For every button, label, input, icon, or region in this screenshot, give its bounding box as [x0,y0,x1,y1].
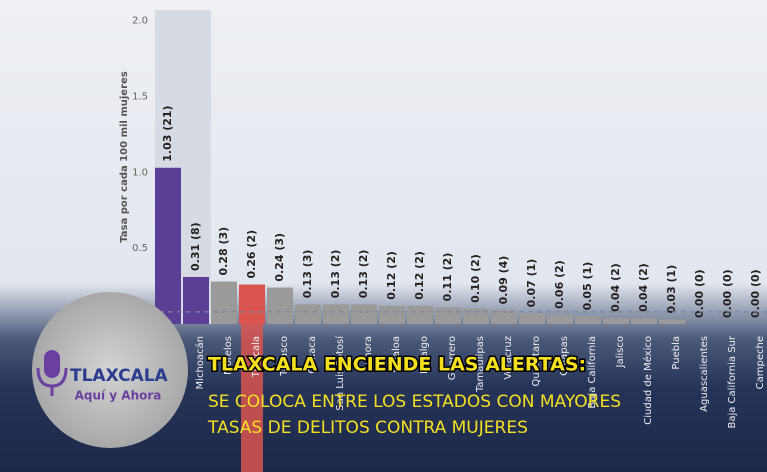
x-tick-label: Tlaxcala [251,336,262,378]
logo-name: TLAXCALA [70,366,169,386]
value-label: 0.31 (8) [189,222,202,271]
value-label: 0.26 (2) [245,230,258,279]
bar [351,304,377,324]
bar [435,307,461,324]
value-label: 0.13 (3) [301,250,314,299]
bar [267,287,293,324]
value-label: 0.06 (2) [553,260,566,309]
highlight-column [241,324,263,472]
value-label: 0.24 (3) [273,233,286,282]
value-label: 0.12 (2) [385,251,398,300]
x-tick-label: Baja California [587,336,598,409]
bar [603,317,629,324]
x-tick-label: Tabasco [279,336,290,377]
x-tick-label: Campeche [755,336,766,389]
x-tick-label: Aguascalientes [699,336,710,412]
x-tick-label: Veracruz [503,336,514,380]
x-tick-label: San Luis Potosí [334,335,346,411]
value-label: 0.12 (2) [413,251,426,300]
x-tick-label: Michoacán [194,336,206,389]
value-label: 0.13 (2) [357,250,370,299]
value-label: 0.04 (2) [637,263,650,312]
x-tick-label: Hidalgo [419,336,430,374]
x-tick-label: Tamaulipas [475,336,486,393]
y-tick-label: 2.0 [132,16,148,27]
y-tick-label: 0.5 [132,243,148,254]
bar [295,304,321,324]
bar [379,305,405,324]
bar [323,304,349,324]
value-label: 0.11 (2) [441,253,454,302]
x-tick-label: Morelos [223,336,234,375]
bar [155,167,181,324]
x-tick-label: Puebla [671,336,682,370]
value-label: 0.10 (2) [469,254,482,303]
x-tick-label: Sonora [363,336,374,371]
logo-circle [32,292,188,448]
value-label: 0.03 (1) [665,265,678,314]
y-axis-label: Tasa por cada 100 mil mujeres [119,71,130,243]
y-tick-label: 1.5 [132,91,148,102]
x-tick-label: Baja California Sur [727,335,738,428]
value-label: 0.07 (1) [525,259,538,308]
headline: TLAXCALA ENCIENDE LAS ALERTAS: [208,354,586,376]
overlay: TLAXCALA Aquí y Ahora TLAXCALA ENCIENDE … [32,292,621,448]
bar [491,310,517,324]
microphone-icon [36,350,68,396]
y-tick-label: 1.0 [132,167,148,178]
bar [631,317,657,324]
x-tick-label: Guerrero [447,336,458,380]
bar [547,314,573,324]
bar [183,276,209,324]
x-tick-label: Sinaloa [391,336,402,373]
value-label: 0.05 (1) [581,262,594,311]
bar [211,281,237,324]
bar [575,316,601,324]
bar [519,313,545,324]
x-tick-label: Jalisco [615,336,626,368]
value-label: 0.04 (2) [609,263,622,312]
value-label: 0.00 (0) [749,269,762,318]
bar [407,305,433,324]
value-label: 0.09 (4) [497,256,510,305]
value-label: 1.03 (21) [161,105,174,161]
logo-tagline: Aquí y Ahora [75,389,162,403]
x-tick-label: Chiapas [559,336,570,376]
subheadline: SE COLOCA ENTRE LOS ESTADOS CON MAYORES [208,392,621,412]
value-label: 0.13 (2) [329,250,342,299]
x-tick-label: Ciudad de México [642,336,654,425]
value-label: 0.28 (3) [217,227,230,276]
bar [463,308,489,324]
bar [659,319,685,324]
value-label: 0.00 (0) [693,269,706,318]
x-tick-label: Querétaro [530,336,542,386]
bar [239,284,265,324]
subheadline: TASAS DE DELITOS CONTRA MUJERES [207,418,528,438]
x-tick-label: Oaxaca [307,336,318,374]
value-label: 0.00 (0) [721,269,734,318]
